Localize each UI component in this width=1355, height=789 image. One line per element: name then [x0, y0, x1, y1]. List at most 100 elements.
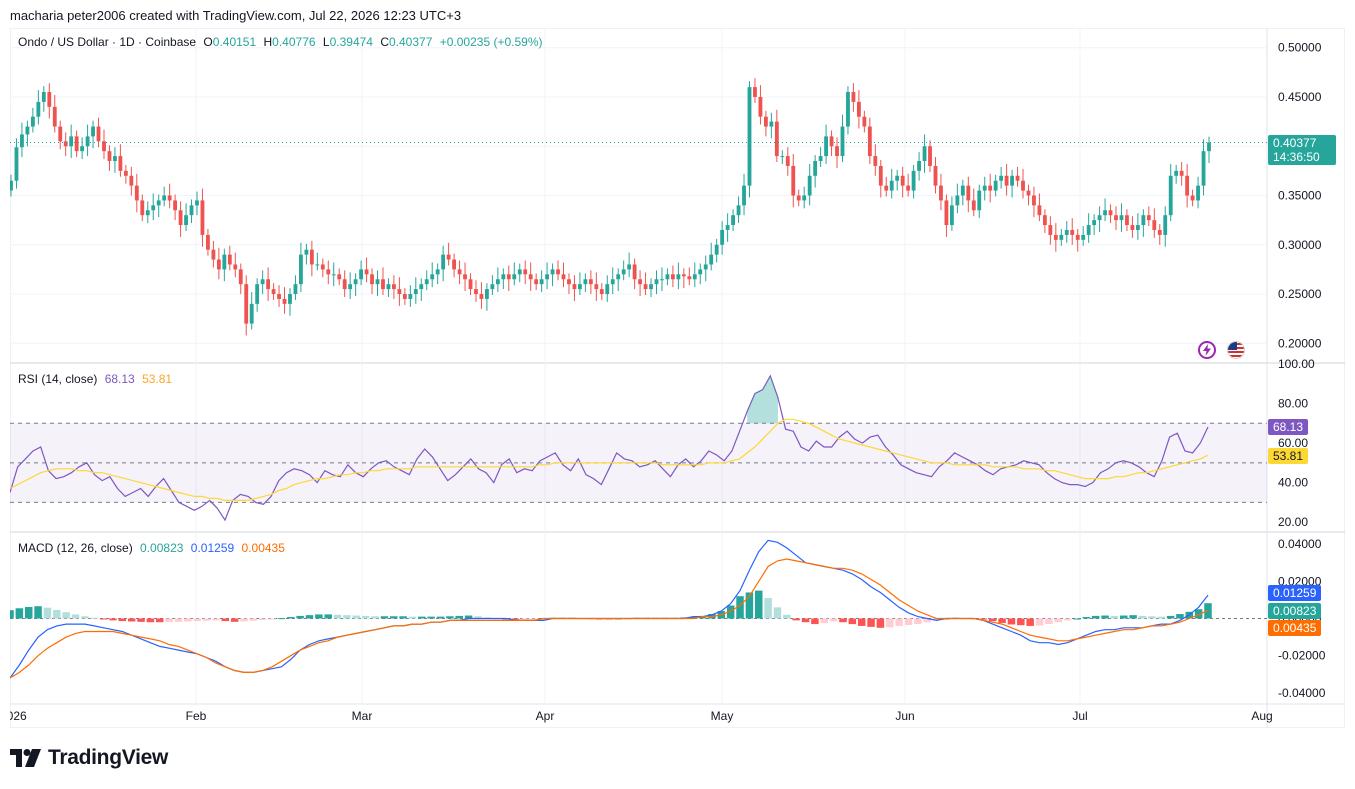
- candle: [20, 134, 24, 148]
- macd-histogram-bar: [1017, 618, 1025, 626]
- candle: [944, 200, 949, 226]
- candle: [545, 274, 550, 280]
- candle: [676, 274, 681, 280]
- candle: [1026, 190, 1031, 196]
- rsi-tick-label: 40.00: [1278, 476, 1308, 490]
- macd-histogram-bar: [1007, 618, 1016, 625]
- candle: [725, 225, 730, 230]
- macd-histogram-bar: [530, 618, 538, 620]
- macd-histogram-bar: [1035, 618, 1044, 626]
- macd-histogram-bar: [24, 606, 33, 619]
- macd-signal-tag: 0.00435: [1268, 620, 1322, 636]
- macd-histogram-bar: [811, 618, 819, 625]
- price-tick-label: 0.50000: [1278, 41, 1322, 55]
- candle: [856, 101, 861, 117]
- rsi-ma-tag: 53.81: [1268, 448, 1309, 464]
- macd-histogram-bar: [1157, 616, 1165, 619]
- candle: [435, 269, 440, 275]
- candle: [835, 146, 839, 157]
- open-label: O: [203, 35, 213, 49]
- rsi-ma-value: 53.81: [142, 372, 173, 386]
- rsi-title[interactable]: RSI (14, close): [18, 372, 98, 386]
- macd-histogram-bar: [324, 614, 332, 619]
- chart-svg[interactable]: 2026 Feb Mar Apr May Jun Jul Aug 0.50000 0.45000 0…: [0, 27, 1346, 729]
- candle: [583, 279, 588, 285]
- candle: [30, 116, 35, 127]
- macd-histogram-bar: [81, 616, 89, 619]
- candle: [1021, 180, 1025, 191]
- macd-histogram-bar: [90, 617, 98, 619]
- candle: [895, 175, 900, 181]
- candle: [337, 274, 342, 280]
- macd-histogram-bar: [511, 618, 520, 620]
- candle: [1146, 215, 1151, 221]
- macd-histogram-bar: [829, 618, 838, 622]
- candle: [649, 284, 653, 290]
- macd-histogram-bar: [895, 618, 903, 626]
- macd-histogram-bar: [399, 616, 407, 619]
- candle: [1130, 225, 1135, 230]
- candle: [993, 180, 998, 191]
- candle: [1053, 234, 1058, 240]
- macd-histogram-bar: [408, 616, 417, 619]
- macd-histogram-bar: [240, 618, 248, 622]
- candle: [539, 279, 544, 285]
- macd-histogram-bar: [726, 605, 735, 619]
- candle: [763, 116, 768, 127]
- candle: [917, 161, 921, 171]
- candle: [189, 205, 194, 216]
- candle: [381, 279, 385, 290]
- candle: [1092, 220, 1097, 226]
- candle: [36, 101, 41, 117]
- candle: [364, 269, 369, 275]
- candle: [102, 141, 106, 152]
- candle: [796, 195, 801, 201]
- brand-logo[interactable]: TradingView: [10, 746, 168, 770]
- macd-histogram-bar: [1194, 609, 1203, 619]
- x-tick-label: Apr: [536, 709, 555, 723]
- candle: [244, 284, 249, 324]
- candle: [69, 136, 74, 147]
- candle: [512, 274, 517, 280]
- symbol-label[interactable]: Ondo / US Dollar · 1D · Coinbase: [18, 35, 197, 49]
- candle: [665, 274, 670, 280]
- candle: [949, 205, 954, 226]
- candle: [348, 284, 353, 290]
- candle: [386, 284, 391, 290]
- candle: [216, 259, 221, 270]
- macd-tick-label: 0.04000: [1278, 537, 1322, 551]
- candle: [911, 170, 916, 191]
- macd-histogram-bar: [1120, 615, 1128, 619]
- macd-title[interactable]: MACD (12, 26, close): [18, 541, 133, 555]
- candle: [971, 200, 976, 211]
- candle: [227, 254, 232, 265]
- open-value: 0.40151: [212, 35, 257, 49]
- candle: [353, 279, 358, 285]
- candle: [123, 170, 128, 176]
- candle: [474, 289, 478, 295]
- candle: [528, 274, 533, 280]
- rsi-tag: 68.13: [1268, 419, 1309, 435]
- candle: [299, 254, 303, 285]
- candle: [698, 269, 703, 275]
- candle: [829, 136, 834, 147]
- candle: [1032, 195, 1036, 206]
- macd-histogram-bar: [230, 618, 239, 622]
- candle: [627, 264, 632, 270]
- close-label: C: [380, 35, 389, 49]
- price-tick-label: 0.30000: [1278, 238, 1322, 252]
- candle: [643, 284, 648, 290]
- candle: [599, 289, 604, 295]
- macd-histogram-bar: [315, 614, 323, 619]
- macd-histogram-bar: [1073, 618, 1081, 620]
- candle: [424, 279, 429, 285]
- rsi-ma-line: [9, 418, 1209, 501]
- candle: [1114, 215, 1118, 221]
- lightning-icon[interactable]: [1198, 341, 1216, 359]
- us-flag-icon[interactable]: [1227, 341, 1245, 359]
- candle: [780, 156, 785, 158]
- candle: [1196, 185, 1200, 201]
- x-tick-label: Mar: [352, 709, 373, 723]
- candle: [867, 126, 872, 157]
- candle: [1004, 175, 1009, 186]
